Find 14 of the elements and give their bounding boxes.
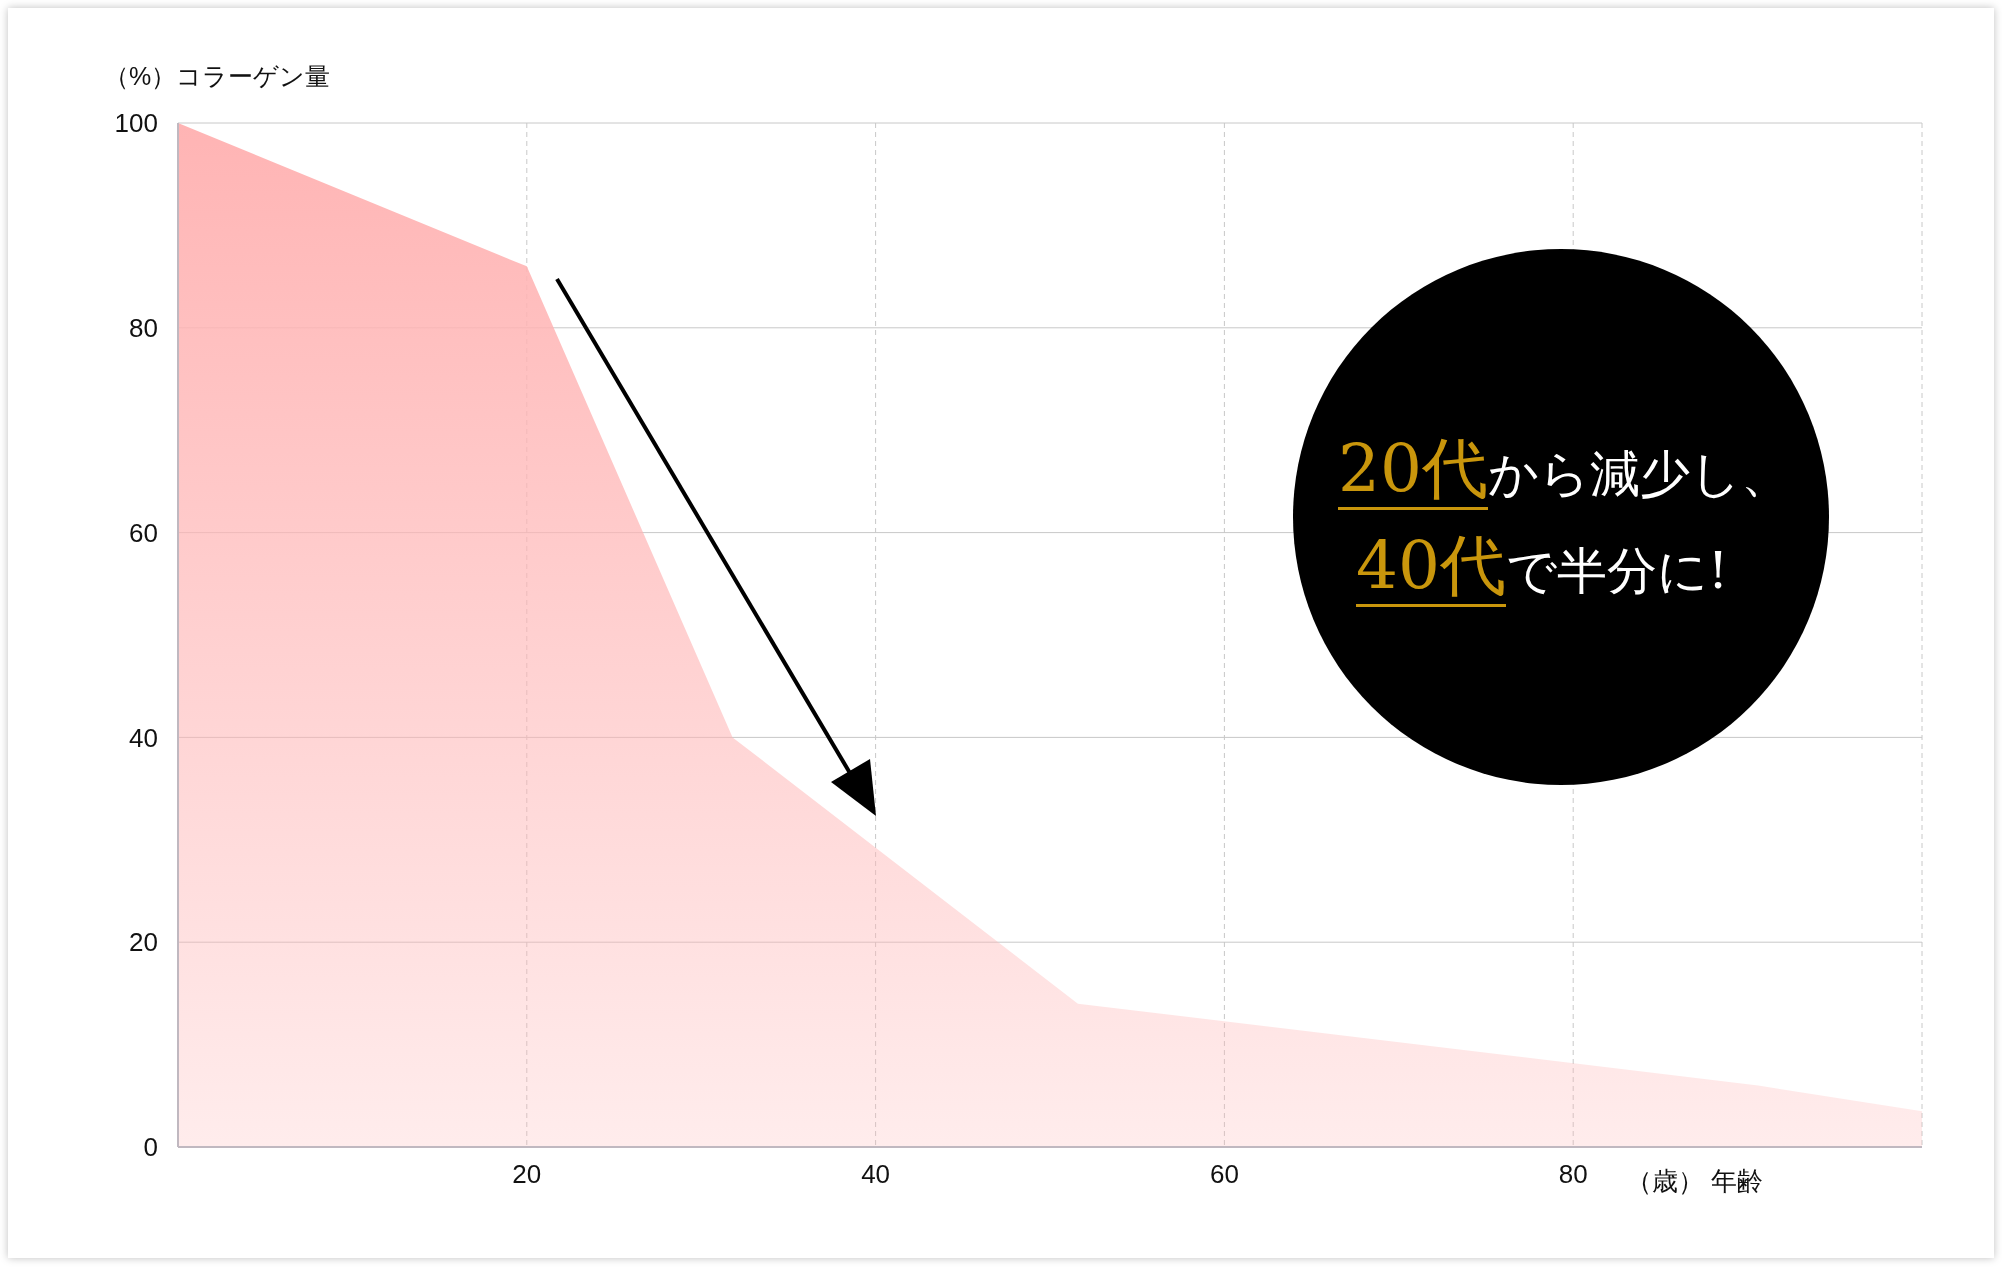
annotation: 20代から減少し、 [1338,430,1791,509]
x-tick-label: 40 [861,1159,891,1190]
y-tick-label: 40 [129,722,158,753]
x-tick-label: 80 [1558,1159,1588,1190]
y-tick-label: 80 [129,313,158,344]
x-tick-label: 20 [512,1159,542,1190]
x-axis-title: （歳） 年齢 [1626,1165,1764,1198]
annotation: 40代で半分に! [1356,527,1729,606]
y-tick-label: 60 [129,517,158,548]
y-tick-label: 20 [129,927,158,958]
x-tick-label: 60 [1209,1159,1239,1190]
y-axis-title: （%）コラーゲン量 [104,61,331,92]
y-tick-label: 100 [114,108,158,139]
y-tick-label: 0 [143,1132,158,1163]
